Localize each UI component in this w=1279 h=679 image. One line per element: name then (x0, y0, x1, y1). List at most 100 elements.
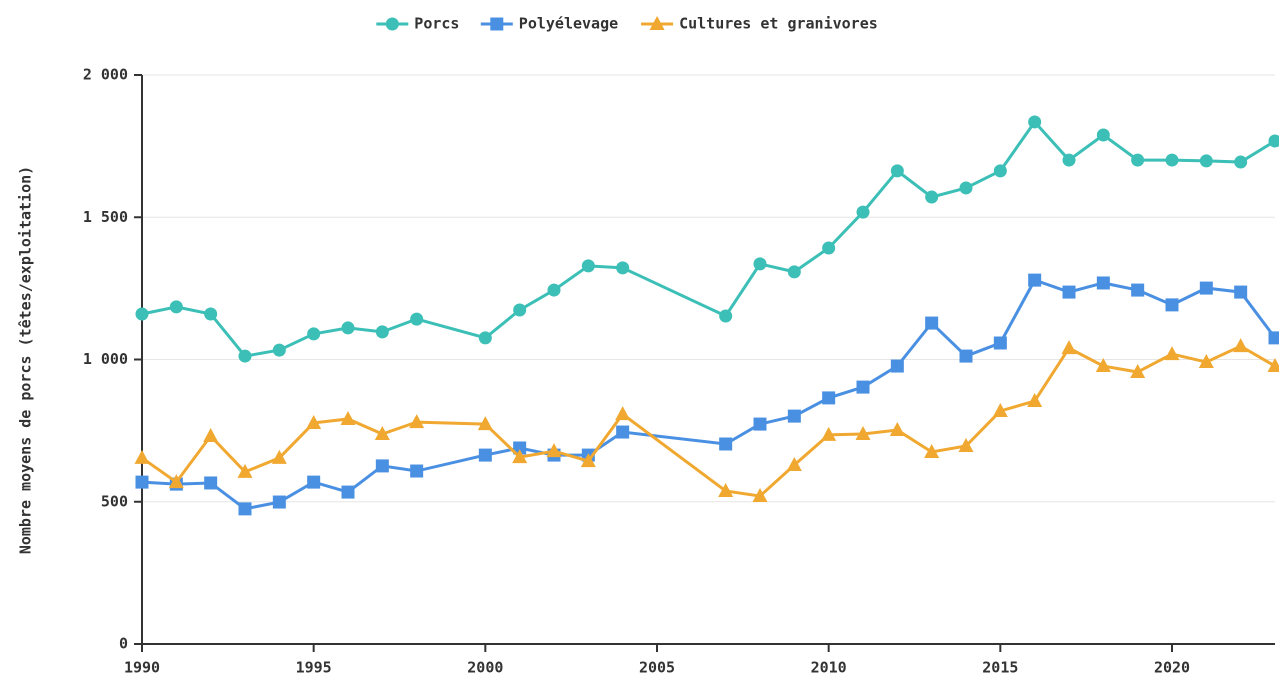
marker (272, 343, 286, 357)
legend-marker (490, 17, 504, 31)
marker (889, 422, 905, 437)
marker (238, 502, 252, 516)
marker (1165, 153, 1179, 167)
legend-label: Polyélevage (519, 15, 618, 33)
marker (134, 449, 150, 464)
marker (615, 406, 631, 421)
marker (1131, 283, 1145, 297)
marker (821, 426, 837, 441)
marker (271, 449, 287, 464)
marker (925, 316, 939, 330)
marker (925, 190, 939, 204)
marker (1027, 393, 1043, 408)
marker (1028, 273, 1042, 287)
marker (168, 474, 184, 489)
marker (238, 349, 252, 363)
marker (1061, 340, 1077, 355)
marker (822, 391, 836, 405)
marker (1131, 153, 1145, 167)
marker (513, 441, 527, 455)
marker (204, 476, 218, 490)
marker (135, 307, 149, 321)
marker (409, 414, 425, 429)
marker (924, 443, 940, 458)
marker (786, 457, 802, 472)
marker (1164, 346, 1180, 361)
marker (993, 164, 1007, 178)
marker (135, 475, 149, 489)
marker (753, 417, 767, 431)
marker (719, 437, 733, 451)
marker (890, 164, 904, 178)
marker (1062, 285, 1076, 299)
marker (1267, 358, 1279, 373)
marker (1199, 154, 1213, 168)
marker (616, 425, 630, 439)
marker (341, 485, 355, 499)
x-tick-label: 2020 (1154, 659, 1190, 677)
marker (204, 307, 218, 321)
marker (547, 283, 561, 297)
y-tick-label: 2 000 (83, 66, 128, 84)
marker (477, 416, 493, 431)
marker (1096, 128, 1110, 142)
x-tick-label: 1990 (124, 659, 160, 677)
marker (1268, 331, 1279, 345)
legend-marker (649, 16, 665, 30)
marker (307, 475, 321, 489)
y-tick-label: 500 (101, 492, 128, 510)
marker (959, 181, 973, 195)
y-tick-label: 1 500 (83, 208, 128, 226)
y-tick-label: 0 (119, 635, 128, 653)
marker (410, 312, 424, 326)
marker (787, 409, 801, 423)
y-axis-label: Nombre moyens de porcs (têtes/exploitati… (17, 166, 35, 554)
marker (718, 482, 734, 497)
marker (375, 325, 389, 339)
marker (1130, 364, 1146, 379)
x-tick-label: 2000 (467, 659, 503, 677)
marker (237, 463, 253, 478)
marker (340, 410, 356, 425)
legend-label: Cultures et granivores (679, 15, 878, 33)
y-tick-label: 1 000 (83, 350, 128, 368)
marker (410, 464, 424, 478)
marker (855, 426, 871, 441)
marker (375, 459, 389, 473)
marker (306, 414, 322, 429)
marker (616, 261, 630, 275)
marker (993, 336, 1007, 350)
marker (341, 321, 355, 335)
marker (1234, 155, 1248, 169)
marker (169, 300, 183, 314)
marker (1198, 354, 1214, 369)
marker (546, 443, 562, 458)
marker (203, 428, 219, 443)
marker (787, 265, 801, 279)
legend-label: Porcs (414, 15, 459, 33)
marker (580, 453, 596, 468)
marker (1095, 358, 1111, 373)
marker (752, 488, 768, 503)
marker (1028, 115, 1042, 129)
marker (1199, 281, 1213, 295)
legend-marker (385, 17, 399, 31)
marker (890, 359, 904, 373)
marker (513, 303, 527, 317)
series-line (141, 278, 1277, 511)
marker (374, 426, 390, 441)
marker (1234, 285, 1248, 299)
marker (1233, 338, 1249, 353)
x-tick-label: 1995 (296, 659, 332, 677)
x-tick-label: 2015 (982, 659, 1018, 677)
marker (1096, 276, 1110, 290)
marker (719, 309, 733, 323)
marker (959, 349, 973, 363)
x-tick-label: 2005 (639, 659, 675, 677)
marker (1268, 134, 1279, 148)
marker (478, 448, 492, 462)
marker (581, 259, 595, 273)
marker (1062, 153, 1076, 167)
marker (992, 402, 1008, 417)
